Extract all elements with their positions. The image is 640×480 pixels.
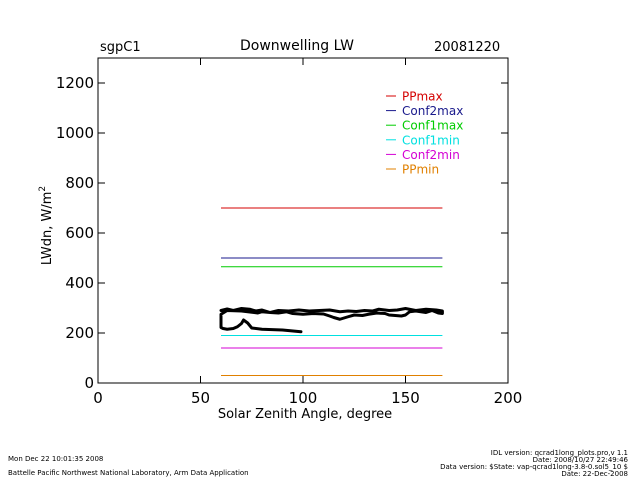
site-label: sgpC1 (100, 40, 141, 55)
legend-label: Conf2min (402, 148, 460, 162)
y-tick-label: 1200 (56, 74, 94, 92)
x-tick-label: 150 (391, 389, 420, 407)
y-tick-label: 600 (65, 224, 94, 242)
footer-lab: Battelle Pacific Northwest National Labo… (8, 469, 249, 477)
x-tick-label: 100 (289, 389, 318, 407)
legend-label: Conf1min (402, 133, 460, 147)
measurement-line (219, 307, 444, 334)
footer-data-date: Date: 22-Dec-2008 (561, 470, 628, 478)
x-tick-label: 50 (191, 389, 210, 407)
footer-timestamp: Mon Dec 22 10:01:35 2008 (8, 455, 104, 463)
y-tick-label: 200 (65, 324, 94, 342)
legend-label: PPmin (402, 163, 439, 177)
footer-idl-version: IDL version: qcrad1long_plots.pro,v 1.1 (490, 449, 628, 457)
y-axis-label-superscript: 2 (38, 186, 48, 192)
legend-label: Conf2max (402, 104, 463, 118)
legend-label: Conf1max (402, 119, 463, 133)
chart-legend: PPmaxConf2maxConf1maxConf1minConf2minPPm… (386, 90, 463, 177)
chart-axes: 0 50 100 150 200 0 200 400 600 800 1000 1200 Solar Z… (38, 57, 523, 422)
x-tick-label: 200 (494, 389, 523, 407)
threshold-lines (221, 207, 443, 376)
y-tick-label: 0 (84, 374, 94, 392)
y-tick-label: 800 (65, 174, 94, 192)
y-axis-label: LWdn, W/m2 (38, 186, 55, 265)
footer-idl-date: Date: 2008/10/27 22:49:46 (532, 456, 628, 464)
legend-label: PPmax (402, 90, 443, 104)
date-label: 20081220 (434, 40, 501, 55)
y-tick-label: 400 (65, 274, 94, 292)
x-axis-label: Solar Zenith Angle, degree (218, 407, 392, 422)
chart-title: Downwelling LW (240, 38, 354, 54)
y-tick-label: 1000 (56, 124, 94, 142)
footer-data-version: Data version: $State: vap-qcrad1long-3.8… (440, 463, 628, 471)
measurement-series-line (219, 307, 444, 334)
x-tick-label: 0 (93, 389, 103, 407)
